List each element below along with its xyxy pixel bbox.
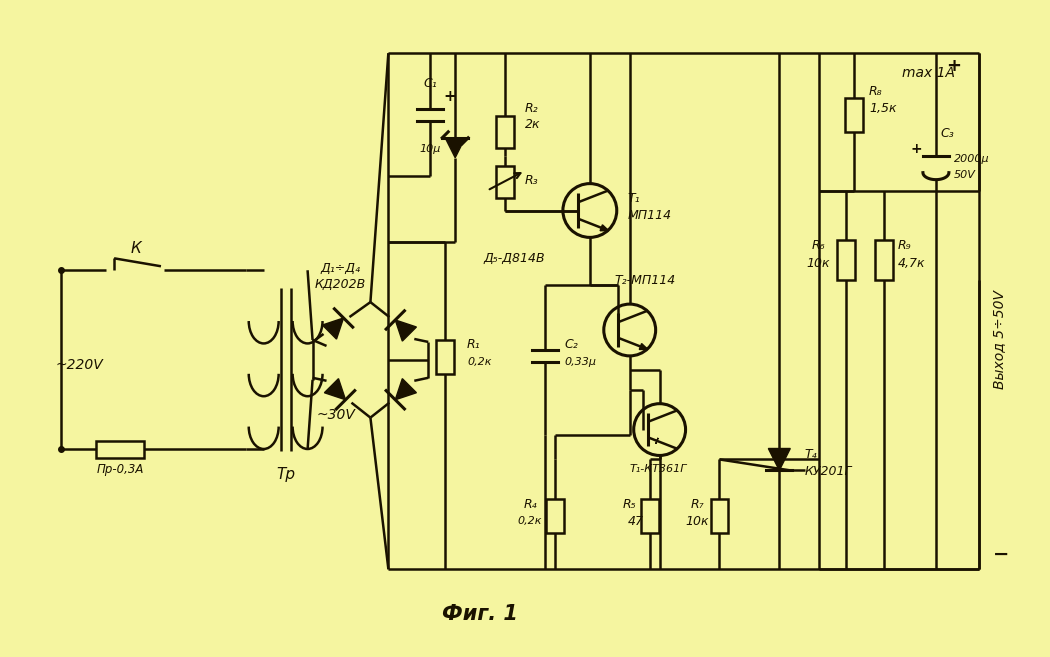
Text: C₃: C₃ [941, 127, 954, 141]
Polygon shape [656, 438, 658, 444]
Text: 2к: 2к [525, 118, 541, 131]
Text: R₈: R₈ [869, 85, 883, 97]
Text: C₁: C₁ [423, 77, 437, 89]
Text: 1,5к: 1,5к [869, 102, 897, 116]
Text: К: К [130, 241, 142, 256]
Text: Д₁÷Д₄: Д₁÷Д₄ [320, 261, 360, 275]
Text: R₁: R₁ [467, 338, 481, 351]
Text: −: − [992, 545, 1009, 564]
Polygon shape [639, 344, 648, 350]
Text: Д₅-Д814В: Д₅-Д814В [483, 252, 545, 265]
Text: T₁: T₁ [628, 192, 640, 205]
Polygon shape [322, 318, 343, 339]
Bar [711, 499, 729, 533]
Text: C₂: C₂ [565, 338, 579, 351]
Text: ~220V: ~220V [56, 358, 103, 372]
Bar [436, 340, 455, 374]
Text: +: + [910, 142, 922, 156]
Text: 2000μ: 2000μ [953, 154, 989, 164]
Bar [875, 240, 892, 280]
Bar [845, 98, 863, 132]
Text: МП114: МП114 [628, 209, 672, 222]
Text: Выход 5÷50V: Выход 5÷50V [992, 290, 1006, 390]
Text: Пр-0,3А: Пр-0,3А [97, 463, 144, 476]
Text: R₃: R₃ [525, 174, 539, 187]
Text: R₅: R₅ [623, 498, 636, 510]
Bar [837, 240, 855, 280]
Bar [496, 166, 514, 198]
Text: Фиг. 1: Фиг. 1 [442, 604, 518, 623]
Text: R₉: R₉ [898, 239, 911, 252]
Text: R₇: R₇ [691, 498, 705, 510]
Text: 0,2к: 0,2к [518, 516, 542, 526]
Text: ~30V: ~30V [316, 407, 355, 422]
Polygon shape [395, 320, 417, 341]
Text: T₂-МП114: T₂-МП114 [614, 274, 676, 286]
Text: R₆: R₆ [812, 239, 825, 252]
Text: 0,33μ: 0,33μ [565, 357, 596, 367]
Text: 50V: 50V [953, 170, 975, 179]
Text: +: + [946, 57, 962, 75]
Text: max 1A: max 1A [902, 66, 956, 80]
Text: КД202В: КД202В [315, 278, 366, 290]
Text: 10к: 10к [806, 257, 830, 270]
Text: T₁-КТ361Г: T₁-КТ361Г [630, 464, 687, 474]
Text: 0,2к: 0,2к [467, 357, 491, 367]
Bar [546, 499, 564, 533]
Polygon shape [324, 378, 345, 399]
Bar [97, 441, 144, 459]
Polygon shape [445, 138, 465, 158]
Text: Тр: Тр [276, 467, 295, 482]
Bar [640, 499, 658, 533]
Text: 4,7к: 4,7к [898, 257, 925, 270]
Text: +: + [444, 89, 457, 104]
Text: КУ201Г: КУ201Г [804, 465, 852, 478]
Text: T₄: T₄ [804, 448, 817, 461]
Text: 10к: 10к [686, 514, 710, 528]
Polygon shape [769, 449, 791, 470]
Bar [496, 116, 514, 148]
Text: 47: 47 [628, 514, 644, 528]
Text: R₂: R₂ [525, 102, 539, 116]
Polygon shape [395, 378, 417, 399]
Text: 10μ: 10μ [420, 144, 441, 154]
Polygon shape [601, 225, 609, 231]
Text: R₄: R₄ [523, 498, 537, 510]
